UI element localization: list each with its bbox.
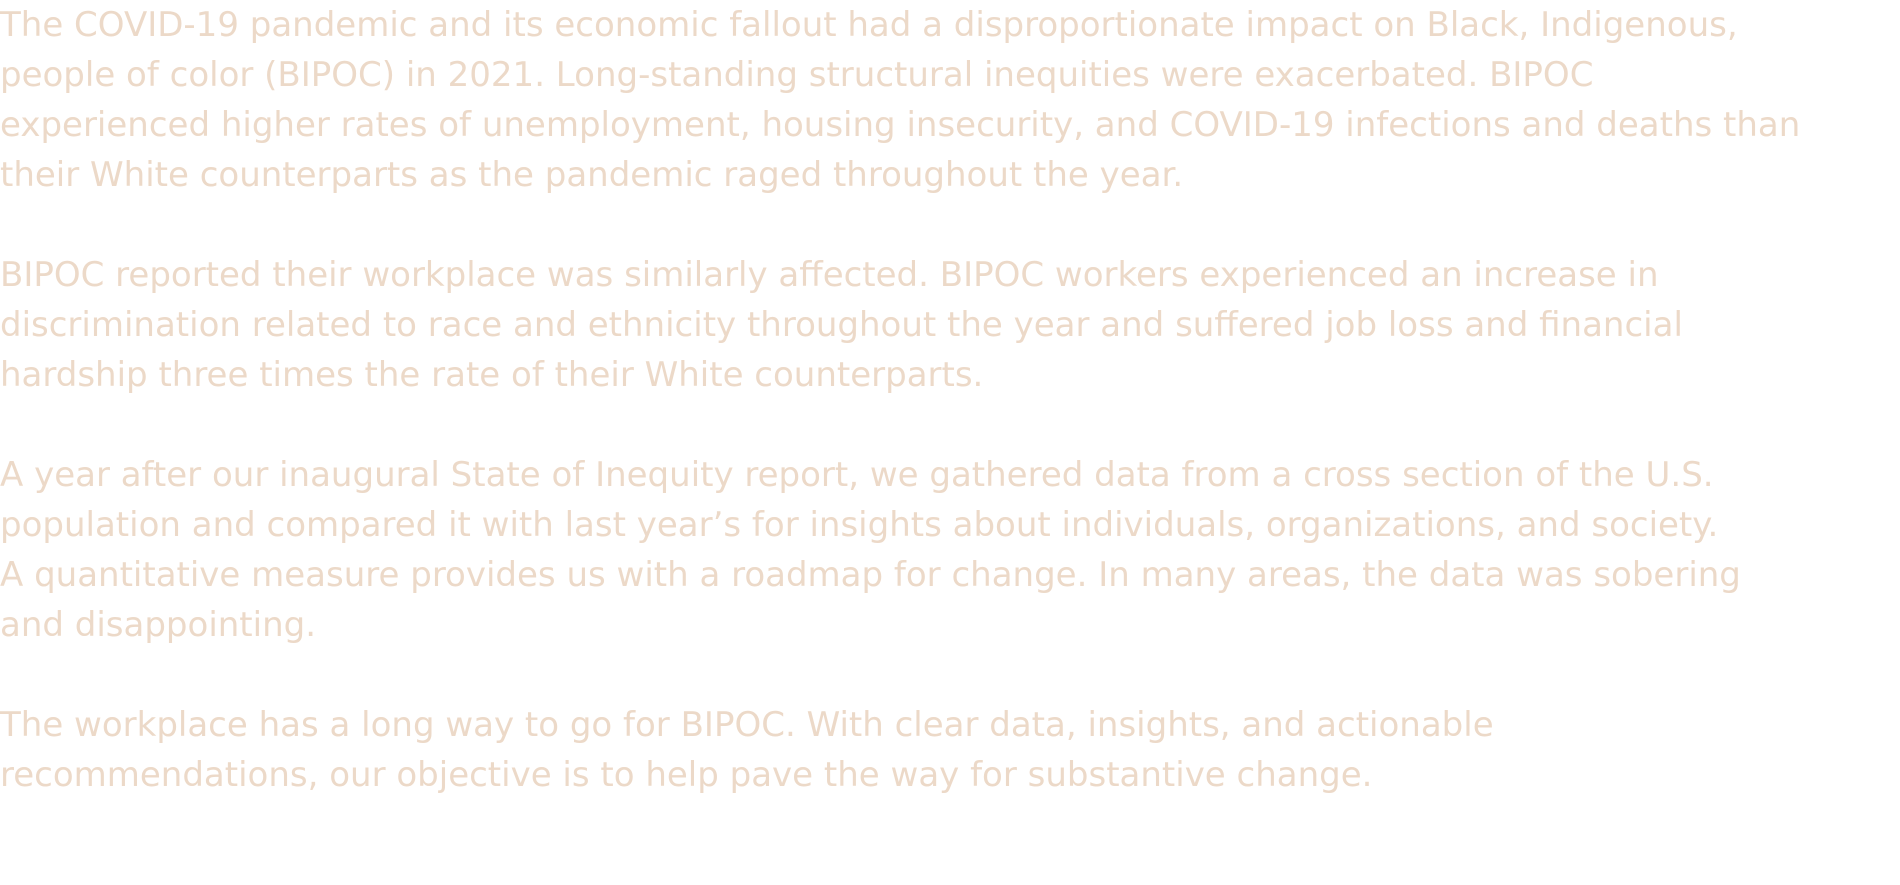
text-line: The COVID-19 pandemic and its economic f…: [0, 5, 1738, 45]
text-line: BIPOC reported their workplace was simil…: [0, 255, 1659, 295]
text-line: A year after our inaugural State of Ineq…: [0, 455, 1714, 495]
text-line: their White counterparts as the pandemic…: [0, 155, 1184, 195]
paragraph-workplace-affected: BIPOC reported their workplace was simil…: [0, 250, 1900, 400]
text-line: A quantitative measure provides us with …: [0, 555, 1741, 595]
paragraph-data-gathering: A year after our inaugural State of Ineq…: [0, 450, 1900, 650]
report-intro-text: The COVID-19 pandemic and its economic f…: [0, 0, 1900, 800]
text-line: hardship three times the rate of their W…: [0, 355, 984, 395]
text-line: and disappointing.: [0, 605, 317, 645]
text-line: discrimination related to race and ethni…: [0, 305, 1683, 345]
text-line: experienced higher rates of unemployment…: [0, 105, 1801, 145]
paragraph-objective: The workplace has a long way to go for B…: [0, 700, 1900, 800]
text-line: people of color (BIPOC) in 2021. Long-st…: [0, 55, 1594, 95]
text-line: population and compared it with last yea…: [0, 505, 1719, 545]
text-line: recommendations, our objective is to hel…: [0, 755, 1373, 795]
text-line: The workplace has a long way to go for B…: [0, 705, 1494, 745]
paragraph-pandemic-impact: The COVID-19 pandemic and its economic f…: [0, 0, 1900, 200]
